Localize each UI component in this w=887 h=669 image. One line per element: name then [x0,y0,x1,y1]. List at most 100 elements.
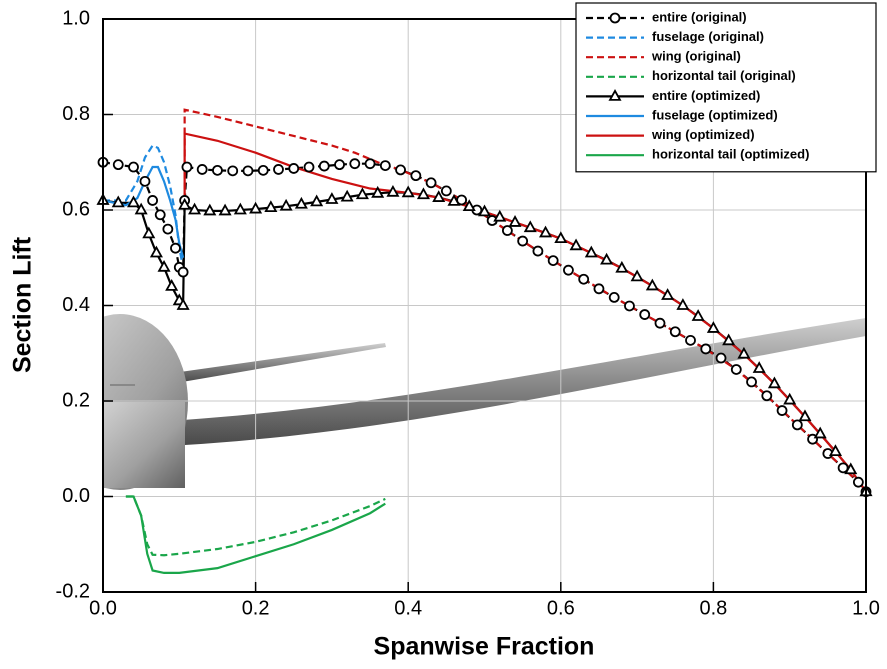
marker [533,247,542,256]
marker [296,199,306,208]
x-tick-label: 0.8 [699,597,727,619]
marker [366,159,375,168]
legend-label: horizontal tail (optimized) [652,147,809,162]
x-tick-label: 0.4 [394,597,422,619]
marker [182,163,191,172]
marker [610,293,619,302]
marker [350,159,359,168]
marker [159,262,169,271]
marker [156,210,165,219]
marker [594,284,603,293]
aircraft-image [52,314,866,490]
marker [549,256,558,265]
marker [518,237,527,246]
marker [418,189,428,198]
legend-label: fuselage (optimized) [652,107,778,122]
marker [259,166,268,175]
marker [686,336,695,345]
marker [693,311,703,320]
y-axis-title: Section Lift [9,236,37,373]
marker [671,327,680,336]
marker [564,266,573,275]
marker [274,165,283,174]
marker [632,271,642,280]
series-line [185,134,866,492]
marker [327,194,337,203]
marker [854,478,863,487]
legend-label: wing (optimized) [651,127,755,142]
x-tick-label: 1.0 [852,597,880,619]
marker [205,205,215,214]
y-tick-label: 1.0 [62,7,90,29]
marker [266,202,276,211]
marker [198,165,207,174]
marker [510,217,520,226]
marker [541,227,551,236]
marker [701,344,710,353]
legend-label: entire (optimized) [652,88,760,103]
marker [525,222,535,231]
y-tick-label: 0.6 [62,198,90,220]
marker [140,177,149,186]
marker [335,160,344,169]
marker [427,178,436,187]
marker [235,205,245,214]
marker [747,377,756,386]
marker [289,164,298,173]
marker [586,247,596,256]
y-tick-label: -0.2 [56,580,90,602]
marker [388,187,398,196]
marker [213,166,222,175]
chart: Spanwise Fraction Section Lift entire (o… [0,0,887,669]
marker [647,280,657,289]
marker [243,166,252,175]
marker [625,301,634,310]
marker [655,319,664,328]
x-tick-label: 0.0 [89,597,117,619]
marker [411,171,420,180]
marker [663,290,673,299]
marker [342,192,352,201]
marker [171,244,180,253]
marker [179,268,188,277]
marker [190,205,200,214]
marker [148,196,157,205]
marker [281,201,291,210]
y-tick-label: 0.0 [62,485,90,507]
legend: entire (original) fuselage (original) wing… [576,3,876,172]
marker [611,14,620,23]
y-tick-label: 0.8 [62,103,90,125]
marker [793,420,802,429]
y-tick-label: 0.2 [62,389,90,411]
legend-label: fuselage (original) [652,29,764,44]
marker [167,281,177,290]
marker [617,263,627,272]
marker [163,225,172,234]
marker [732,365,741,374]
marker [602,255,612,264]
marker [320,162,329,171]
legend-label: horizontal tail (original) [652,68,796,83]
marker [396,165,405,174]
marker [503,226,512,235]
marker [357,189,367,198]
marker [762,391,771,400]
x-tick-label: 0.6 [547,597,575,619]
marker [228,166,237,175]
marker [403,187,413,196]
x-axis-title: Spanwise Fraction [374,633,595,661]
marker [151,247,161,256]
marker [778,406,787,415]
marker [678,300,688,309]
marker [579,275,588,284]
legend-label: wing (original) [651,49,741,64]
marker [381,161,390,170]
marker [251,204,261,213]
marker [708,323,718,332]
marker [495,212,505,221]
marker [312,196,322,205]
legend-label: entire (original) [652,9,747,24]
marker [442,186,451,195]
marker [571,240,581,249]
marker [113,197,123,206]
